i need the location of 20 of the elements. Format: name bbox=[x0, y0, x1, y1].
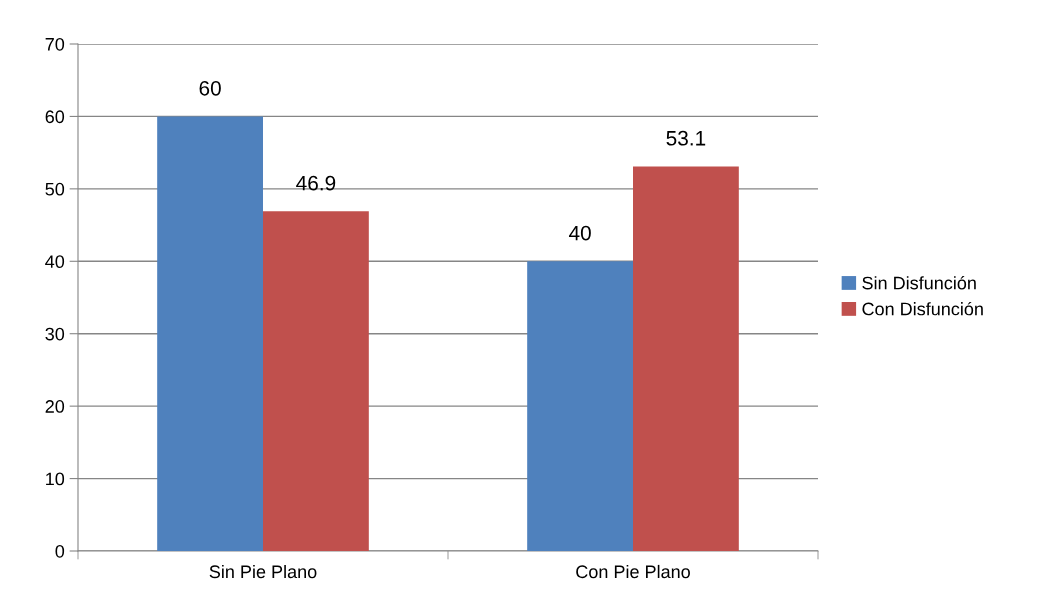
y-tick-label: 10 bbox=[46, 472, 65, 486]
data-label: 46.9 bbox=[296, 175, 336, 191]
legend-label: Con Disfunción bbox=[862, 301, 983, 316]
x-tick-label: Con Pie Plano bbox=[576, 564, 690, 579]
data-label: 53.1 bbox=[666, 130, 706, 146]
bar bbox=[633, 166, 739, 551]
y-tick-label: 60 bbox=[45, 110, 65, 124]
legend-label: Sin Disfunción bbox=[862, 275, 976, 290]
bar bbox=[157, 116, 263, 551]
data-label: 40 bbox=[568, 225, 591, 241]
y-tick-label: 30 bbox=[45, 327, 65, 341]
data-label: 60 bbox=[199, 80, 221, 96]
y-tick-label: 20 bbox=[45, 400, 65, 413]
y-tick-label: 0 bbox=[55, 544, 65, 558]
y-tick-label: 40 bbox=[45, 255, 65, 269]
y-tick-label: 70 bbox=[45, 37, 65, 51]
bar bbox=[527, 261, 633, 551]
x-tick-label: Sin Pie Plano bbox=[209, 564, 317, 579]
bar bbox=[263, 211, 369, 551]
y-tick-label: 50 bbox=[45, 182, 65, 196]
